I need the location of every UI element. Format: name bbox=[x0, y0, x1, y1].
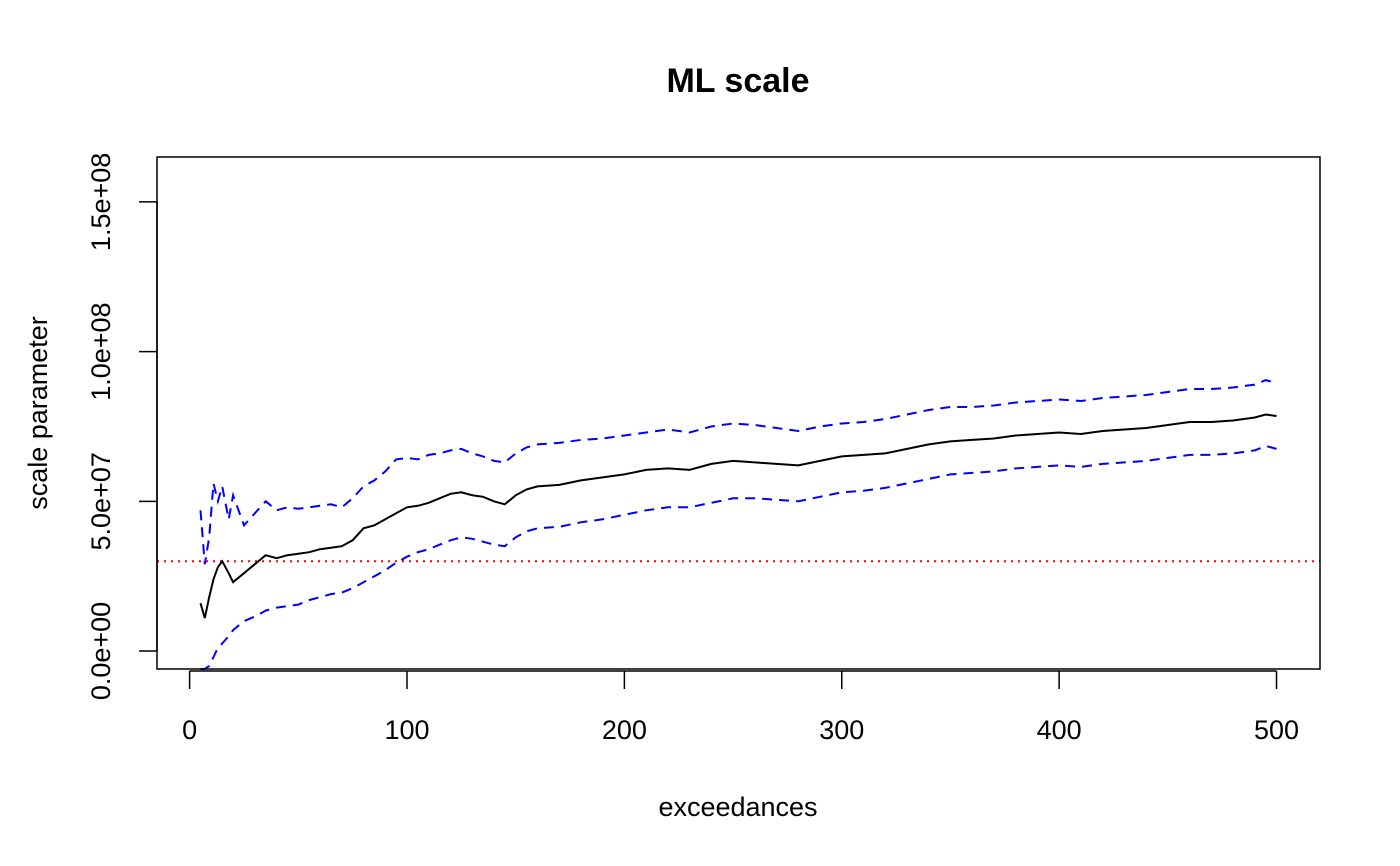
x-axis-label: exceedances bbox=[658, 792, 817, 822]
x-tick-label: 200 bbox=[602, 715, 647, 745]
x-tick-label: 0 bbox=[182, 715, 197, 745]
plot-frame bbox=[156, 156, 1321, 670]
y-axis-label: scale parameter bbox=[23, 316, 53, 510]
y-tick-label: 1.0e+08 bbox=[86, 302, 116, 400]
y-tick-label: 0.0e+00 bbox=[86, 602, 116, 700]
series-line-estimate bbox=[199, 413, 1277, 619]
series-line-upper-ci bbox=[199, 379, 1277, 565]
x-tick-label: 500 bbox=[1254, 715, 1299, 745]
plot-area bbox=[157, 379, 1320, 670]
y-tick-label: 5.0e+07 bbox=[86, 452, 116, 550]
series-line-lower-ci bbox=[200, 444, 1277, 670]
x-tick-label: 400 bbox=[1037, 715, 1082, 745]
y-tick-label: 1.5e+08 bbox=[86, 153, 116, 251]
x-tick-label: 300 bbox=[819, 715, 864, 745]
axes: 0 100 200 300 400 500 0.0e+00 5.0e+07 1.0e+08 1.5… bbox=[86, 153, 1299, 745]
x-tick-label: 100 bbox=[384, 715, 429, 745]
chart-title: ML scale bbox=[666, 62, 809, 100]
